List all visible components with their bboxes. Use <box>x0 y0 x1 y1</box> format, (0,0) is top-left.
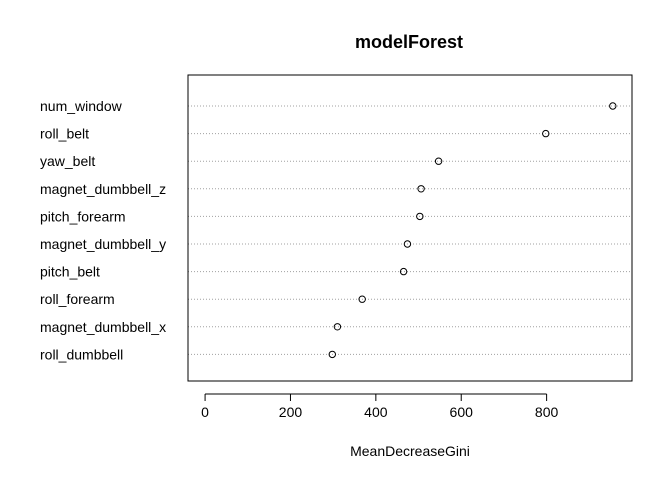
data-point <box>609 102 617 110</box>
x-tick-label: 800 <box>535 404 559 420</box>
data-point <box>328 350 336 359</box>
chart-title: modelForest <box>355 32 463 52</box>
grid-lines <box>188 105 632 355</box>
category-label: roll_dumbbell <box>40 346 123 362</box>
category-label: num_window <box>40 98 123 114</box>
x-axis: 0 200 400 600 800 <box>201 393 559 420</box>
x-tick-label: 400 <box>364 404 388 420</box>
data-point <box>416 212 424 221</box>
data-point <box>358 295 366 303</box>
x-axis-title: MeanDecreaseGini <box>350 443 470 459</box>
data-point <box>434 157 443 165</box>
category-label: magnet_dumbbell_x <box>40 319 166 335</box>
x-tick-label: 200 <box>279 404 303 420</box>
plot-frame <box>187 74 633 382</box>
category-label: pitch_forearm <box>40 208 126 224</box>
category-labels: num_window roll_belt yaw_belt magnet_dumbbe… <box>40 98 166 362</box>
category-label: roll_forearm <box>40 291 115 307</box>
data-point <box>333 323 342 331</box>
x-tick-label: 600 <box>450 404 474 420</box>
data-point <box>542 129 550 138</box>
category-label: magnet_dumbbell_z <box>40 181 166 197</box>
data-points <box>328 102 617 359</box>
category-label: pitch_belt <box>40 264 100 280</box>
data-point <box>399 267 408 276</box>
x-tick-label: 0 <box>201 404 209 420</box>
data-point <box>403 240 412 248</box>
category-label: magnet_dumbbell_y <box>40 236 166 252</box>
category-label: roll_belt <box>40 126 89 142</box>
data-point <box>417 185 425 193</box>
category-label: yaw_belt <box>40 153 95 169</box>
